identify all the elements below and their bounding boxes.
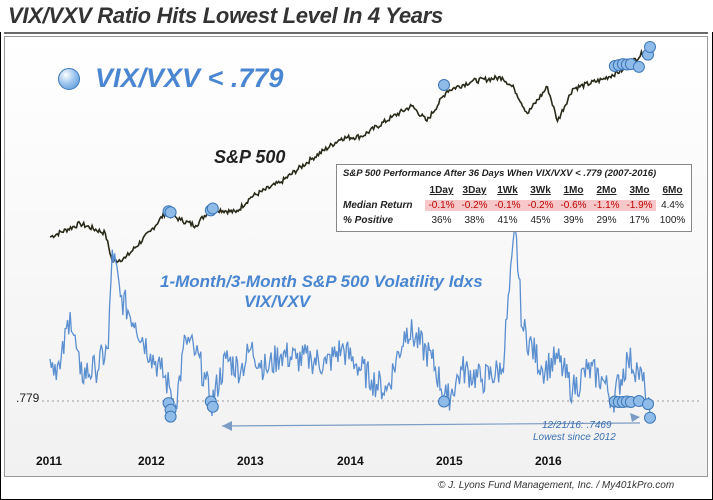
table-column-header: 1Wk xyxy=(497,185,518,196)
table-column-header: 2Mo xyxy=(596,185,617,196)
table-column-header: 6Mo xyxy=(662,185,683,196)
table-column-header: 3Wk xyxy=(530,185,551,196)
annotation-arrowhead-right xyxy=(630,413,640,422)
table-cell: -0.2% xyxy=(458,200,491,211)
annotation-value: 12/21/16: .7469 xyxy=(542,420,612,431)
table-cell: 39% xyxy=(563,215,584,226)
legend-label: VIX/VXV < .779 xyxy=(95,63,284,93)
table-cell: -0.1% xyxy=(425,200,458,211)
table-column-header: 1Day xyxy=(429,185,454,196)
x-tick-label: 2011 xyxy=(36,454,63,468)
table-cell: 45% xyxy=(530,215,551,226)
table-row-label: % Positive xyxy=(343,215,394,226)
x-tick-label: 2016 xyxy=(535,454,562,468)
annotation-text: Lowest since 2012 xyxy=(533,432,616,443)
table-column-header: 3Day xyxy=(462,185,487,196)
table-cell: 17% xyxy=(629,215,650,226)
x-tick-label: 2014 xyxy=(337,454,364,468)
performance-table: S&P 500 Performance After 36 Days When V… xyxy=(336,164,692,232)
ratio-signal-marker xyxy=(164,410,177,423)
sp500-signal-marker xyxy=(644,41,656,53)
ratio-sublabel: VIX/VXV xyxy=(244,292,311,311)
title-bar: VIX/VXV Ratio Hits Lowest Level In 4 Yea… xyxy=(0,0,713,32)
table-cell: -1.1% xyxy=(590,200,623,211)
table-row-label: Median Return xyxy=(343,200,413,211)
sp500-label: S&P 500 xyxy=(214,147,286,167)
sp500-signal-marker xyxy=(632,60,645,73)
table-column-header: 1Mo xyxy=(563,185,584,196)
table-cell: 100% xyxy=(659,215,686,226)
x-tick-label: 2013 xyxy=(237,454,264,468)
sp500-line xyxy=(49,46,651,264)
ratio-signal-marker xyxy=(438,395,450,408)
table-cell: -1.9% xyxy=(623,200,656,211)
ratio-label: 1-Month/3-Month S&P 500 Volatility Idxs xyxy=(160,272,483,291)
sp500-signal-marker xyxy=(206,202,219,215)
table-cell: -0.6% xyxy=(557,200,590,211)
annotation-arrow xyxy=(221,422,641,427)
table-cell: 29% xyxy=(596,215,617,226)
annotation-arrowhead-left xyxy=(222,421,232,431)
table-cell: -0.1% xyxy=(491,200,524,211)
chart-title: VIX/VXV Ratio Hits Lowest Level In 4 Yea… xyxy=(8,3,443,28)
ratio-signal-marker xyxy=(644,411,656,424)
sp500-signal-marker xyxy=(438,79,450,91)
ratio-signal-marker xyxy=(642,398,654,411)
table-column-header: 3Mo xyxy=(629,185,650,196)
table-cell: -0.2% xyxy=(524,200,557,211)
title-divider xyxy=(4,32,708,34)
legend-marker-icon xyxy=(58,68,80,90)
table-cell: 36% xyxy=(431,215,452,226)
ratio-signal-marker xyxy=(206,400,219,413)
x-tick-label: 2015 xyxy=(436,454,463,468)
signal-markers xyxy=(162,41,656,424)
table-cell: 41% xyxy=(497,215,518,226)
source-credit: © J. Lyons Fund Management, Inc. / My401… xyxy=(438,480,675,491)
sp500-signal-marker xyxy=(164,206,177,219)
table-cell: 38% xyxy=(464,215,485,226)
chart-panel xyxy=(4,36,708,477)
ratio-line xyxy=(49,226,651,417)
table-title: S&P 500 Performance After 36 Days When V… xyxy=(343,168,657,179)
table-cell: 4.4% xyxy=(661,200,684,211)
threshold-label: .779 xyxy=(16,391,40,405)
x-tick-label: 2012 xyxy=(138,454,165,468)
